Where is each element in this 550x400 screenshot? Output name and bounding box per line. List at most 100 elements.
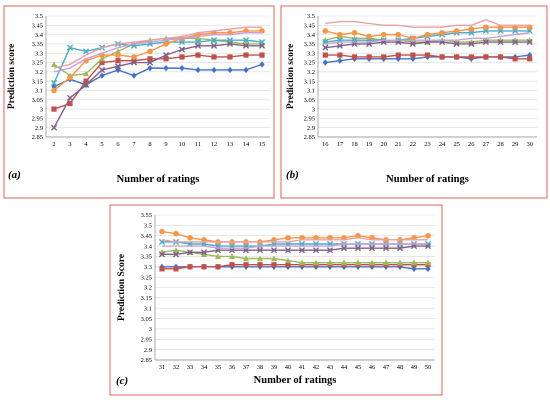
y-tick-label: 2.95 bbox=[141, 336, 152, 343]
y-axis-label: Prediction score bbox=[286, 44, 296, 109]
y-tick-label: 2.95 bbox=[304, 116, 315, 123]
x-tick-label: 29 bbox=[512, 141, 519, 148]
series-path bbox=[325, 32, 530, 45]
data-point bbox=[186, 249, 194, 256]
panel-label: (b) bbox=[286, 169, 299, 181]
y-axis-label: Prediction score bbox=[7, 44, 17, 109]
data-point bbox=[380, 31, 387, 38]
chart-panel-c: 2.85 2.9 2.95 3 3.05 3.1 3.15 3.2 3.25 3.3 3.35 3.4… bbox=[109, 204, 443, 396]
series-line-8 bbox=[325, 32, 530, 45]
series-line-7 bbox=[53, 26, 262, 69]
data-point bbox=[146, 59, 154, 66]
data-point bbox=[172, 251, 180, 258]
data-point bbox=[410, 52, 416, 58]
x-tick-label: 2 bbox=[52, 141, 55, 148]
x-tick-label: 23 bbox=[424, 141, 431, 148]
y-tick-label: 3.3 bbox=[144, 264, 152, 271]
x-tick-label: 11 bbox=[195, 141, 201, 148]
x-tick-label: 45 bbox=[355, 364, 362, 371]
x-tick-label: 26 bbox=[468, 141, 475, 148]
data-point bbox=[411, 259, 417, 266]
data-point bbox=[355, 259, 361, 266]
y-tick-label: 3.3 bbox=[35, 50, 43, 57]
data-point bbox=[512, 56, 518, 62]
data-point bbox=[210, 42, 218, 49]
data-point bbox=[369, 259, 375, 266]
data-point bbox=[179, 64, 185, 72]
y-tick-label: 3.2 bbox=[144, 285, 152, 292]
data-point bbox=[187, 264, 193, 270]
data-point bbox=[337, 52, 343, 58]
data-point bbox=[115, 66, 121, 74]
y-tick-label: 3.55 bbox=[141, 212, 152, 219]
data-point bbox=[195, 66, 201, 74]
data-point bbox=[483, 24, 489, 30]
data-point bbox=[322, 52, 328, 58]
data-point bbox=[527, 56, 533, 62]
x-tick-label: 35 bbox=[215, 364, 222, 371]
data-point bbox=[410, 55, 416, 63]
x-tick-label: 24 bbox=[439, 141, 446, 148]
x-tick-label: 44 bbox=[341, 364, 348, 371]
y-tick-label: 3.5 bbox=[35, 13, 43, 20]
y-tick-label: 2.85 bbox=[141, 357, 152, 364]
y-tick-label: 3.3 bbox=[307, 50, 315, 57]
y-tick-label: 3.35 bbox=[141, 254, 152, 261]
x-tick-label: 48 bbox=[397, 364, 404, 371]
data-point bbox=[439, 54, 445, 60]
data-point bbox=[256, 247, 264, 254]
data-point bbox=[497, 54, 504, 60]
data-point bbox=[173, 266, 179, 272]
data-point bbox=[284, 247, 292, 254]
series-line-6 bbox=[50, 40, 266, 131]
data-point bbox=[468, 54, 474, 60]
data-point bbox=[187, 234, 193, 241]
x-tick-label: 20 bbox=[380, 141, 387, 148]
panel-label: (c) bbox=[116, 375, 128, 387]
y-tick-label: 3.35 bbox=[304, 41, 315, 48]
x-tick-label: 25 bbox=[453, 141, 460, 148]
y-tick-label: 3 bbox=[149, 326, 152, 333]
data-point bbox=[115, 48, 121, 54]
y-tick-label: 3.25 bbox=[304, 60, 315, 67]
series-line-6 bbox=[322, 38, 533, 51]
data-point bbox=[257, 255, 263, 262]
x-axis-label: Number of ratings bbox=[117, 174, 200, 185]
data-point bbox=[322, 59, 328, 66]
data-point bbox=[382, 245, 390, 252]
data-point bbox=[227, 66, 233, 74]
data-point bbox=[130, 59, 138, 66]
data-point bbox=[163, 64, 169, 72]
data-point bbox=[51, 61, 57, 67]
data-point bbox=[258, 42, 266, 49]
y-tick-label: 3.4 bbox=[35, 32, 44, 39]
x-tick-label: 43 bbox=[327, 364, 334, 371]
x-tick-label: 40 bbox=[285, 364, 292, 371]
y-tick-label: 3 bbox=[40, 106, 43, 113]
data-point bbox=[327, 259, 333, 266]
data-point bbox=[178, 46, 186, 53]
y-tick-label: 2.95 bbox=[32, 116, 43, 123]
x-tick-label: 32 bbox=[173, 364, 180, 371]
data-point bbox=[454, 54, 460, 60]
data-point bbox=[312, 247, 320, 254]
y-tick-label: 3.1 bbox=[35, 88, 43, 95]
data-point bbox=[83, 78, 89, 84]
x-tick-label: 16 bbox=[322, 141, 329, 148]
data-point bbox=[351, 54, 358, 60]
series-line-7 bbox=[161, 237, 428, 243]
data-point bbox=[82, 48, 90, 55]
data-point bbox=[313, 259, 319, 266]
x-tick-label: 7 bbox=[132, 141, 136, 148]
series-path bbox=[325, 18, 530, 28]
y-tick-label: 2.9 bbox=[144, 347, 152, 354]
y-tick-label: 2.85 bbox=[304, 134, 315, 141]
data-point bbox=[83, 70, 89, 77]
data-point bbox=[341, 259, 347, 266]
x-tick-label: 19 bbox=[366, 141, 373, 148]
data-point bbox=[147, 48, 153, 55]
data-point bbox=[425, 259, 431, 266]
data-point bbox=[131, 72, 137, 79]
x-tick-label: 38 bbox=[257, 364, 264, 371]
series-line-8 bbox=[162, 243, 428, 249]
